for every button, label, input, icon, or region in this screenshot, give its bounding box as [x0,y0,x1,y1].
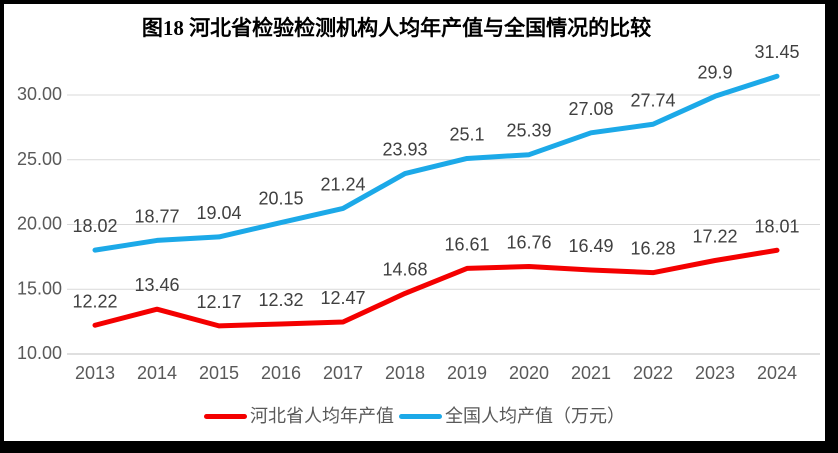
data-label-hebei: 16.28 [630,239,675,259]
data-label-hebei: 12.17 [196,292,241,312]
data-label-hebei: 16.61 [444,234,489,254]
data-label-national: 23.93 [382,140,427,160]
x-axis-tick-label: 2017 [323,363,363,383]
data-label-hebei: 12.47 [320,288,365,308]
y-axis-tick-label: 25.00 [17,149,62,169]
x-axis-tick-label: 2016 [261,363,301,383]
data-label-national: 29.9 [697,62,732,82]
legend-line-swatch-national [399,413,442,419]
data-label-hebei: 16.76 [506,232,551,252]
chart-title: 图18 河北省检验检测机构人均年产值与全国情况的比较 [141,16,652,40]
data-label-hebei: 17.22 [692,227,737,247]
data-label-hebei: 12.32 [258,290,303,310]
x-axis-tick-label: 2018 [385,363,425,383]
data-label-national: 27.08 [568,99,613,119]
y-axis-tick-label: 15.00 [17,278,62,298]
series-line-hebei [92,247,780,329]
series-line-national [92,73,780,253]
data-label-hebei: 18.01 [754,216,799,236]
data-label-national: 25.1 [449,124,484,144]
x-axis-tick-label: 2014 [137,363,177,383]
data-label-hebei: 14.68 [382,259,427,279]
x-axis-tick-label: 2015 [199,363,239,383]
data-label-hebei: 16.49 [568,236,613,256]
y-axis-tick-label: 20.00 [17,214,62,234]
data-label-national: 20.15 [258,189,303,209]
data-label-hebei: 12.22 [72,291,117,311]
legend-item-national: 全国人均产值（万元） [399,404,625,428]
data-label-hebei: 13.46 [134,275,179,295]
x-axis-tick-label: 2022 [633,363,673,383]
legend-item-hebei: 河北省人均年产值 [204,404,394,428]
x-axis-tick-label: 2013 [75,363,115,383]
y-axis-tick-label: 30.00 [17,84,62,104]
x-axis-tick-label: 2024 [757,363,797,383]
legend-label-hebei: 河北省人均年产值 [250,406,394,426]
legend-label-national: 全国人均产值（万元） [445,406,625,426]
y-axis-tick-label: 10.00 [17,343,62,363]
legend-line-swatch-hebei [204,413,247,419]
data-label-national: 19.04 [196,203,241,223]
data-label-national: 18.77 [134,206,179,226]
x-axis-tick-label: 2021 [571,363,611,383]
data-label-national: 21.24 [320,174,365,194]
x-axis-tick-label: 2020 [509,363,549,383]
x-axis-tick-label: 2019 [447,363,487,383]
data-label-national: 25.39 [506,121,551,141]
x-axis-tick-label: 2023 [695,363,735,383]
data-label-national: 18.02 [72,216,117,236]
chart-legend: 河北省人均年产值 全国人均产值（万元） [4,404,825,428]
data-label-national: 27.74 [630,90,675,110]
data-label-national: 31.45 [754,42,799,62]
